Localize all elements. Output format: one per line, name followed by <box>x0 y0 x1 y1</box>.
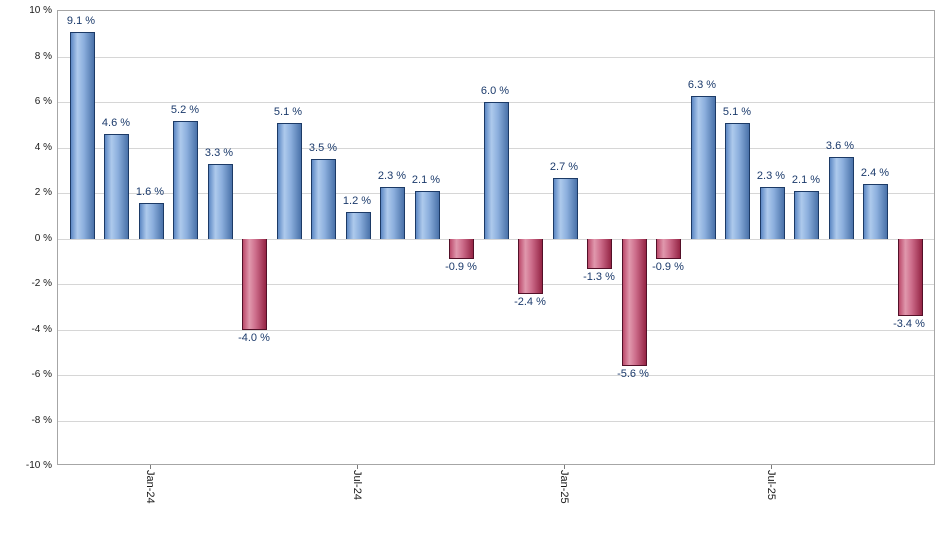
chart-bar[interactable] <box>725 123 750 239</box>
plot-area <box>57 10 935 465</box>
gridline <box>58 57 934 58</box>
bar-value-label: 3.5 % <box>308 142 338 154</box>
chart-bar[interactable] <box>139 203 164 239</box>
chart-bar[interactable] <box>242 239 267 330</box>
y-axis-tick-label: -10 % <box>25 460 52 471</box>
chart-bar[interactable] <box>656 239 681 259</box>
y-axis-tick-label: 10 % <box>29 5 52 16</box>
bar-value-label: -3.4 % <box>893 318 925 330</box>
chart-bar[interactable] <box>553 178 578 239</box>
chart-bar[interactable] <box>277 123 302 239</box>
chart-bar[interactable] <box>691 96 716 239</box>
chart-bar[interactable] <box>587 239 612 269</box>
bar-value-label: 5.1 % <box>273 106 303 118</box>
chart-bar[interactable] <box>863 184 888 239</box>
bar-value-label: -0.9 % <box>445 261 477 273</box>
y-axis-tick-label: 4 % <box>34 142 52 153</box>
bar-value-label: 4.6 % <box>101 117 131 129</box>
bar-value-label: 9.1 % <box>66 15 96 27</box>
gridline <box>58 239 934 240</box>
bar-value-label: 1.2 % <box>342 195 372 207</box>
bar-value-label: 2.4 % <box>860 167 890 179</box>
chart-bar[interactable] <box>794 191 819 239</box>
x-axis-tick-label: Jan-24 <box>144 470 156 504</box>
gridline <box>58 284 934 285</box>
x-axis-tick <box>357 465 358 469</box>
bar-value-label: 2.1 % <box>791 174 821 186</box>
bar-value-label: 5.2 % <box>170 104 200 116</box>
y-axis-tick-label: 2 % <box>34 187 52 198</box>
bar-value-label: -1.3 % <box>583 271 615 283</box>
chart-bar[interactable] <box>173 121 198 239</box>
bar-value-label: -2.4 % <box>514 296 546 308</box>
chart-bar[interactable] <box>622 239 647 366</box>
chart-bar[interactable] <box>380 187 405 239</box>
chart-bar[interactable] <box>415 191 440 239</box>
chart-bar[interactable] <box>208 164 233 239</box>
chart-bar[interactable] <box>829 157 854 239</box>
x-axis-tick <box>150 465 151 469</box>
x-axis-tick-label: Jul-24 <box>351 470 363 500</box>
chart-bar[interactable] <box>898 239 923 316</box>
chart-bar[interactable] <box>104 134 129 239</box>
chart-bar[interactable] <box>311 159 336 239</box>
bar-value-label: -5.6 % <box>617 368 649 380</box>
bar-value-label: 6.0 % <box>480 85 510 97</box>
x-axis-tick <box>564 465 565 469</box>
gridline <box>58 375 934 376</box>
chart-bar[interactable] <box>449 239 474 259</box>
y-axis-tick-label: 6 % <box>34 96 52 107</box>
gridline <box>58 330 934 331</box>
bar-value-label: 3.3 % <box>204 147 234 159</box>
bar-value-label: 2.3 % <box>377 170 407 182</box>
y-axis-tick-label: -6 % <box>31 369 52 380</box>
bar-value-label: -4.0 % <box>238 332 270 344</box>
y-axis-tick-label: -8 % <box>31 415 52 426</box>
bar-value-label: 2.7 % <box>549 161 579 173</box>
bar-value-label: -0.9 % <box>652 261 684 273</box>
bar-value-label: 1.6 % <box>135 186 165 198</box>
bar-value-label: 3.6 % <box>825 140 855 152</box>
chart-bar[interactable] <box>760 187 785 239</box>
chart-bar[interactable] <box>70 32 95 239</box>
bar-value-label: 5.1 % <box>722 106 752 118</box>
y-axis-tick-label: 8 % <box>34 51 52 62</box>
bar-value-label: 6.3 % <box>687 79 717 91</box>
chart-bar[interactable] <box>346 212 371 239</box>
bar-value-label: 2.3 % <box>756 170 786 182</box>
y-axis-tick-label: -2 % <box>31 278 52 289</box>
gridline <box>58 421 934 422</box>
chart-bar[interactable] <box>484 102 509 239</box>
bar-value-label: 2.1 % <box>411 174 441 186</box>
x-axis-tick <box>771 465 772 469</box>
y-axis-tick-label: -4 % <box>31 324 52 335</box>
x-axis-tick-label: Jul-25 <box>765 470 777 500</box>
x-axis-tick-label: Jan-25 <box>558 470 570 504</box>
y-axis-tick-label: 0 % <box>34 233 52 244</box>
chart-bar[interactable] <box>518 239 543 294</box>
